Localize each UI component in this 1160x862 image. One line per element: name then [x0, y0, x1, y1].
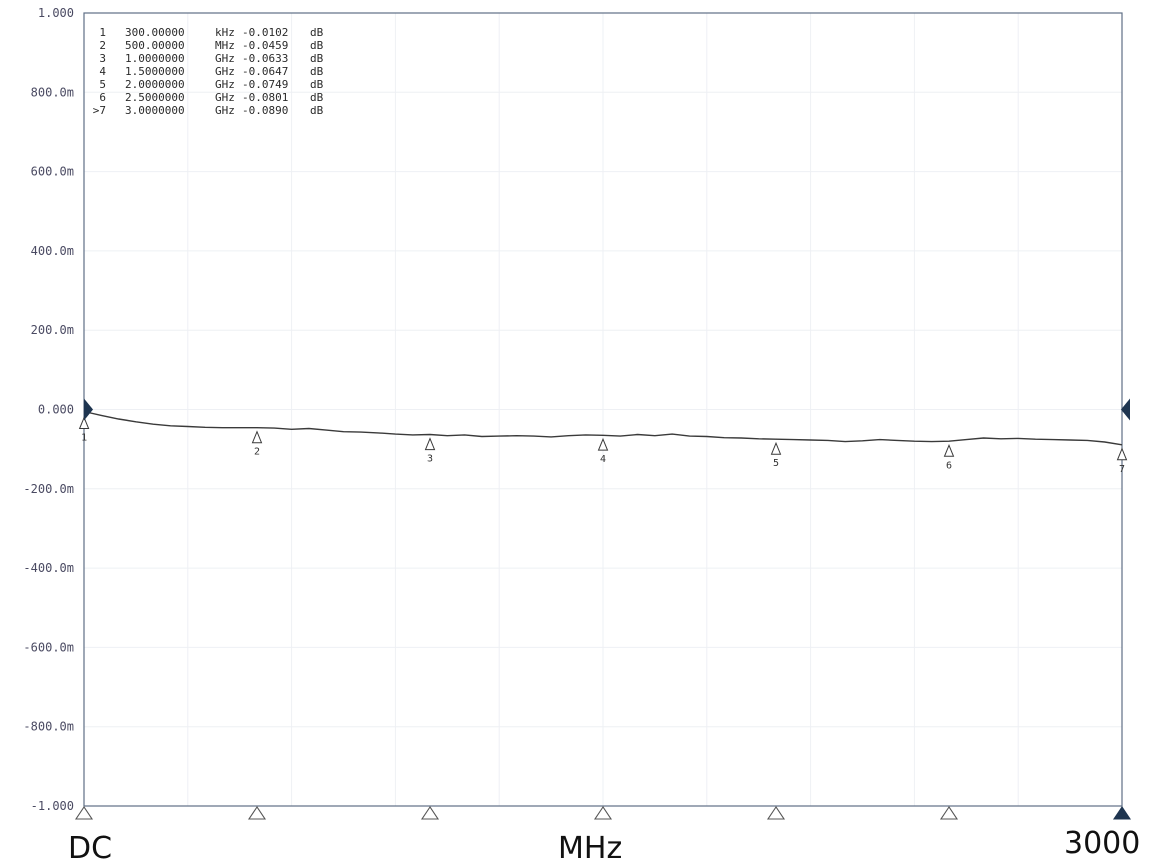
readout-db: dB: [310, 78, 324, 91]
x-tick-marker: [766, 806, 786, 820]
x-tick-marker: [593, 806, 613, 820]
y-tick-label: -1.000: [31, 799, 74, 813]
x-tick-marker: [247, 806, 267, 820]
x-tick-marker: [1112, 806, 1132, 820]
readout-value: -0.0890: [242, 104, 288, 117]
readout-frequency: 1.0000000: [125, 52, 185, 65]
readout-frequency: 500.00000: [125, 39, 185, 52]
x-axis-start-label: DC: [68, 831, 112, 862]
readout-unit: kHz: [215, 26, 235, 39]
y-tick-label: 1.000: [38, 6, 74, 20]
readout-unit: GHz: [215, 91, 235, 104]
x-tick-marker: [420, 806, 440, 820]
trace-line: [83, 410, 1123, 446]
readout-unit: GHz: [215, 104, 235, 117]
readout-value: -0.0102: [242, 26, 288, 39]
readout-marker-number: 3: [99, 52, 106, 65]
readout-db: dB: [310, 65, 324, 78]
readout-marker-number: 4: [99, 65, 106, 78]
marker-label: 2: [254, 447, 260, 458]
marker-label: 7: [1119, 464, 1125, 475]
y-tick-label: 800.0m: [31, 85, 74, 99]
reference-marker-left: [84, 398, 93, 421]
reference-level-markers: [84, 398, 1130, 421]
readout-marker-number: 2: [99, 39, 106, 52]
readout-db: dB: [310, 91, 324, 104]
marker-label: 3: [427, 454, 433, 465]
y-axis-tick-labels: 1.000 800.0m 600.0m 400.0m 200.0m 0.000 -200.0…: [23, 6, 74, 813]
readout-marker-number: 6: [99, 91, 106, 104]
readout-value: -0.0647: [242, 65, 288, 78]
readout-db: dB: [310, 52, 324, 65]
readout-marker-number: 1: [99, 26, 106, 39]
readout-value: -0.0459: [242, 39, 288, 52]
y-tick-label: 200.0m: [31, 323, 74, 337]
y-tick-label: -200.0m: [23, 482, 74, 496]
x-axis-end-label: 3000: [1064, 826, 1140, 861]
y-tick-label: -400.0m: [23, 561, 74, 575]
y-tick-label: 600.0m: [31, 165, 74, 179]
marker-3: [424, 437, 436, 451]
x-tick-marker: [74, 806, 94, 820]
marker-label: 1: [81, 433, 87, 444]
readout-value: -0.0749: [242, 78, 288, 91]
marker-readout-table: 1 300.00000 kHz -0.0102 dB 2 500.00000 MHz -0.04…: [93, 26, 324, 117]
readout-db: dB: [310, 104, 324, 117]
marker-1: [78, 416, 90, 430]
readout-frequency: 2.0000000: [125, 78, 185, 91]
markers: 1 2 3 4 5 6 7: [78, 416, 1128, 475]
y-tick-label: 0.000: [38, 403, 74, 417]
readout-db: dB: [310, 26, 324, 39]
marker-5: [770, 441, 782, 455]
readout-marker-number: 5: [99, 78, 106, 91]
x-axis-unit-label: MHz: [558, 831, 622, 862]
readout-frequency: 300.00000: [125, 26, 185, 39]
marker-2: [251, 430, 263, 444]
readout-db: dB: [310, 39, 324, 52]
marker-6: [943, 443, 955, 457]
y-tick-label: -800.0m: [23, 720, 74, 734]
marker-7: [1116, 447, 1128, 461]
marker-label: 4: [600, 454, 606, 465]
readout-unit: MHz: [215, 39, 235, 52]
y-tick-label: -600.0m: [23, 640, 74, 654]
marker-label: 6: [946, 460, 952, 471]
reference-marker-right: [1121, 398, 1130, 421]
readout-unit: GHz: [215, 78, 235, 91]
readout-value: -0.0801: [242, 91, 288, 104]
x-axis-tick-markers: [74, 806, 1132, 820]
readout-unit: GHz: [215, 65, 235, 78]
y-tick-label: 400.0m: [31, 244, 74, 258]
x-tick-marker: [939, 806, 959, 820]
readout-value: -0.0633: [242, 52, 288, 65]
readout-marker-number: >7: [93, 104, 106, 117]
readout-frequency: 3.0000000: [125, 104, 185, 117]
readout-frequency: 1.5000000: [125, 65, 185, 78]
readout-frequency: 2.5000000: [125, 91, 185, 104]
readout-unit: GHz: [215, 52, 235, 65]
marker-label: 5: [773, 458, 779, 469]
marker-4: [597, 437, 609, 451]
